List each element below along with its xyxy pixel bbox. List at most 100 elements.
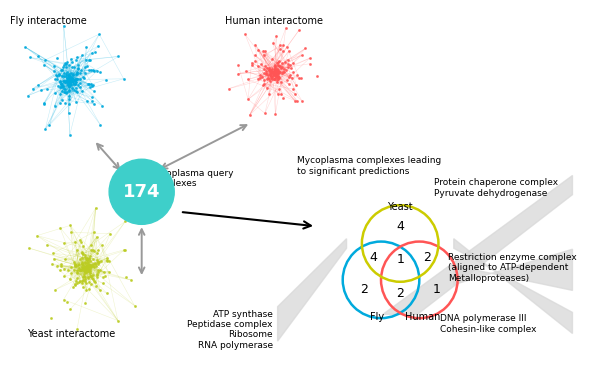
Point (68, 79, 77, 85)
Point (275, 69, 284, 75)
Point (70, 87, 79, 93)
Point (62, 89, 71, 95)
Point (278, 95, 288, 101)
Point (71, 278, 80, 284)
Point (36, 87, 46, 93)
Point (83, 266, 93, 272)
Point (71, 263, 81, 269)
Point (80, 266, 90, 272)
Text: Human interactome: Human interactome (225, 16, 323, 26)
Point (266, 70, 276, 76)
Point (23, 93, 32, 99)
Point (81, 56, 91, 62)
Point (271, 62, 280, 68)
Point (70, 81, 80, 87)
Point (65, 96, 74, 102)
Point (264, 65, 274, 71)
Point (67, 76, 77, 82)
Point (268, 56, 277, 62)
Point (82, 265, 91, 271)
Point (271, 71, 280, 77)
Point (301, 45, 310, 51)
Point (76, 70, 85, 76)
Point (286, 65, 296, 71)
Point (88, 49, 97, 55)
Point (95, 69, 104, 75)
Point (274, 69, 284, 75)
Point (56, 91, 65, 97)
Point (275, 42, 285, 48)
Point (52, 73, 62, 79)
Point (70, 77, 79, 83)
Point (250, 42, 260, 47)
Point (83, 275, 93, 280)
Point (121, 247, 130, 253)
Point (91, 283, 101, 289)
Point (56, 261, 65, 267)
Point (274, 58, 283, 64)
Point (244, 96, 253, 102)
Point (278, 48, 287, 54)
Point (285, 62, 295, 68)
Polygon shape (383, 175, 572, 314)
Point (270, 64, 280, 70)
Point (271, 70, 281, 76)
Point (65, 81, 75, 87)
Point (119, 247, 128, 253)
Point (263, 72, 272, 78)
Text: 1: 1 (433, 283, 440, 296)
Point (65, 77, 74, 83)
Point (283, 61, 292, 67)
Point (272, 79, 282, 85)
Point (92, 234, 101, 240)
Point (262, 85, 272, 91)
Point (64, 73, 73, 79)
Point (61, 91, 70, 96)
Text: Yeast interactome: Yeast interactome (27, 329, 115, 339)
Point (49, 256, 59, 262)
Point (79, 271, 89, 277)
Point (278, 69, 287, 75)
Point (72, 267, 82, 273)
Point (273, 59, 283, 65)
Point (80, 300, 90, 306)
Point (83, 263, 92, 269)
Point (53, 55, 62, 61)
Point (59, 240, 68, 246)
Point (269, 69, 279, 75)
Point (42, 242, 52, 248)
Point (233, 62, 243, 68)
Point (269, 71, 279, 77)
Point (95, 288, 105, 294)
Point (250, 52, 260, 58)
Point (63, 77, 73, 83)
Point (83, 274, 92, 280)
Point (65, 306, 75, 312)
Point (53, 263, 62, 269)
Point (64, 77, 73, 83)
Point (65, 80, 74, 86)
Point (100, 273, 110, 279)
Point (271, 70, 280, 76)
Point (56, 263, 66, 269)
Point (271, 70, 280, 76)
Point (82, 266, 91, 272)
Point (268, 73, 277, 79)
Point (264, 91, 274, 97)
Point (82, 257, 92, 263)
Point (59, 73, 68, 79)
Point (284, 64, 293, 70)
Point (24, 245, 34, 251)
Point (77, 249, 86, 255)
Point (268, 76, 277, 82)
Point (67, 64, 77, 70)
Point (284, 82, 294, 88)
Point (256, 61, 266, 67)
Point (82, 266, 91, 272)
Point (80, 267, 90, 273)
Point (69, 258, 79, 264)
Point (257, 74, 267, 80)
Point (289, 69, 298, 75)
Point (57, 96, 67, 102)
Point (271, 70, 280, 76)
